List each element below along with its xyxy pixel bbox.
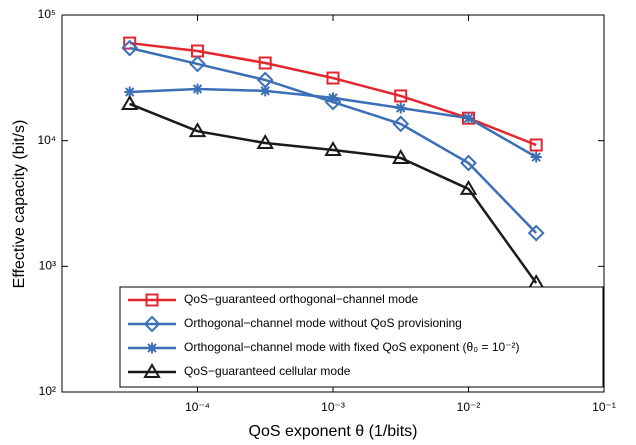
marker (188, 122, 207, 138)
marker (460, 154, 477, 172)
marker (391, 149, 410, 164)
y-tick-label: 10⁴ (37, 133, 56, 147)
legend-marker (145, 293, 159, 307)
y-tick-label: 10² (39, 384, 56, 398)
marker (121, 39, 139, 57)
marker (256, 134, 274, 150)
x-axis-label: QoS exponent θ (1/bits) (249, 423, 418, 440)
marker (327, 92, 339, 104)
x-tick-label: 10⁻⁴ (185, 400, 210, 414)
marker (258, 56, 272, 70)
legend-marker (146, 342, 158, 354)
marker (326, 71, 340, 85)
marker (120, 94, 139, 110)
legend-marker (143, 315, 161, 333)
marker (192, 83, 203, 95)
marker (324, 141, 342, 156)
marker (392, 115, 410, 133)
marker (259, 85, 271, 97)
marker (124, 86, 136, 98)
marker (394, 89, 408, 103)
legend-label: Orthogonal−channel mode with fixed QoS e… (184, 340, 520, 354)
marker (529, 138, 543, 152)
series-line (129, 102, 538, 284)
legend-label: QoS−guaranteed cellular mode (184, 364, 351, 378)
legend-label: QoS−guaranteed orthogonal−channel mode (184, 292, 419, 306)
x-tick-label: 10⁻² (457, 400, 481, 414)
marker (189, 55, 206, 73)
x-tick-label: 10⁻¹ (592, 400, 616, 414)
marker (527, 224, 545, 242)
legend (119, 286, 604, 388)
y-axis-label: Effective capacity (bit/s) (11, 120, 28, 289)
marker (463, 112, 474, 124)
marker (395, 102, 407, 114)
x-tick-label: 10⁻³ (321, 400, 345, 414)
y-tick-label: 10³ (39, 259, 56, 273)
marker (530, 151, 542, 163)
legend-label: Orthogonal−channel mode without QoS prov… (184, 316, 462, 330)
y-tick-label: 10⁵ (38, 7, 56, 21)
legend-marker (143, 363, 161, 378)
marker (459, 179, 478, 195)
